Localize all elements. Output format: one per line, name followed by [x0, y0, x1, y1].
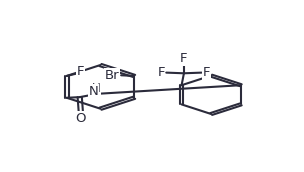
Text: F: F: [203, 66, 211, 79]
Text: F: F: [180, 52, 188, 66]
Text: F: F: [77, 66, 85, 78]
Text: F: F: [157, 66, 165, 79]
Text: N: N: [88, 85, 98, 98]
Text: Br: Br: [105, 69, 119, 82]
Text: O: O: [76, 112, 86, 125]
Text: H: H: [92, 82, 101, 95]
